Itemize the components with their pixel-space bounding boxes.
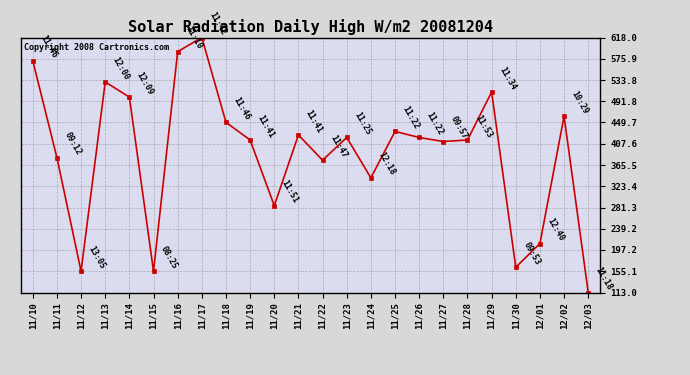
Text: 11:34: 11:34 (497, 65, 518, 91)
Text: 11:53: 11:53 (473, 113, 493, 139)
Text: 12:00: 12:00 (111, 55, 131, 81)
Title: Solar Radiation Daily High W/m2 20081204: Solar Radiation Daily High W/m2 20081204 (128, 19, 493, 35)
Text: 11:51: 11:51 (280, 179, 300, 205)
Text: 12:40: 12:40 (546, 217, 566, 243)
Text: 11:22: 11:22 (401, 105, 421, 130)
Text: 11:41: 11:41 (304, 108, 324, 134)
Text: 10:29: 10:29 (570, 89, 590, 116)
Text: 11:42: 11:42 (208, 10, 228, 37)
Text: Copyright 2008 Cartronics.com: Copyright 2008 Cartronics.com (23, 43, 168, 52)
Text: 11:47: 11:47 (328, 133, 348, 159)
Text: 13:05: 13:05 (87, 244, 107, 270)
Text: 11:10: 11:10 (184, 25, 204, 51)
Text: 11:18: 11:18 (594, 266, 614, 292)
Text: 12:09: 12:09 (135, 70, 155, 96)
Text: 09:53: 09:53 (522, 240, 542, 267)
Text: 11:46: 11:46 (232, 95, 252, 122)
Text: 11:46: 11:46 (39, 34, 59, 60)
Text: 12:18: 12:18 (377, 151, 397, 177)
Text: 11:25: 11:25 (353, 111, 373, 137)
Text: 11:22: 11:22 (425, 111, 445, 137)
Text: 09:12: 09:12 (63, 131, 83, 157)
Text: 11:41: 11:41 (256, 113, 276, 139)
Text: 09:57: 09:57 (449, 115, 469, 141)
Text: 08:25: 08:25 (159, 244, 179, 270)
